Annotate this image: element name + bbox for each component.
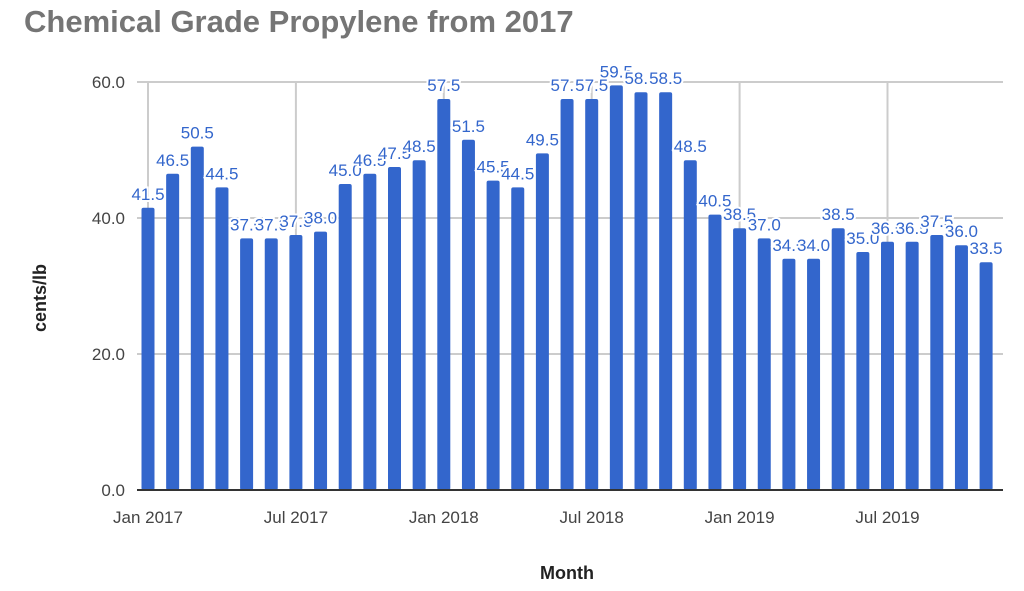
bar: [585, 99, 599, 490]
y-tick-label: 20.0: [92, 345, 125, 364]
x-tick-label: Jan 2018: [409, 508, 479, 527]
data-label: 46.5: [156, 151, 189, 170]
data-label: 36.5: [871, 219, 904, 238]
data-label: 34.0: [797, 236, 830, 255]
bar: [856, 252, 870, 490]
bar: [388, 167, 401, 490]
chart-title: Chemical Grade Propylene from 2017: [24, 4, 574, 39]
bar: [831, 228, 845, 490]
bar: [166, 173, 180, 491]
data-label: 49.5: [526, 130, 559, 149]
data-label: 38.5: [723, 205, 756, 224]
bar: [733, 228, 747, 490]
bar: [683, 160, 697, 490]
data-label: 38.0: [304, 209, 337, 228]
bar: [437, 99, 451, 490]
data-label: 57.5: [551, 76, 584, 95]
bar: [363, 173, 377, 491]
data-label: 38.5: [822, 205, 855, 224]
bar: [338, 184, 352, 490]
bar: [905, 241, 919, 490]
data-label: 44.5: [501, 164, 534, 183]
data-label: 37.5: [279, 212, 312, 231]
bar: [782, 258, 796, 490]
bar: [486, 180, 500, 490]
data-label: 41.5: [131, 185, 164, 204]
y-tick-label: 0.0: [101, 481, 125, 500]
data-label: 35.0: [846, 229, 879, 248]
bar: [240, 238, 254, 490]
bar: [807, 258, 821, 490]
bar: [412, 160, 426, 490]
data-label: 40.5: [698, 192, 731, 211]
bar: [757, 238, 771, 490]
x-tick-label: Jul 2019: [855, 508, 919, 527]
data-label: 44.5: [205, 164, 238, 183]
data-label: 37.0: [255, 215, 288, 234]
data-label: 37.0: [230, 215, 263, 234]
bar: [264, 238, 278, 490]
bar: [511, 187, 525, 490]
bar: [535, 153, 549, 490]
data-label: 57.5: [427, 76, 460, 95]
bar: [954, 245, 968, 490]
data-label: 47.5: [378, 144, 411, 163]
bar: [708, 214, 722, 490]
data-label: 33.5: [970, 239, 1003, 258]
bar: [215, 187, 229, 490]
x-tick-label: Jan 2017: [113, 508, 183, 527]
data-label: 45.5: [477, 158, 510, 177]
y-axis-title: cents/lb: [30, 264, 50, 332]
bar: [190, 146, 204, 490]
data-label: 59.5: [600, 62, 633, 81]
bar: [314, 231, 328, 490]
data-label: 46.5: [353, 151, 386, 170]
data-label: 58.5: [624, 69, 657, 88]
data-label: 51.5: [452, 117, 485, 136]
bar: [979, 262, 993, 490]
x-tick-label: Jan 2019: [705, 508, 775, 527]
bar: [141, 207, 155, 491]
data-label: 36.5: [896, 219, 929, 238]
x-axis-title: Month: [540, 563, 594, 583]
data-label: 37.5: [920, 212, 953, 231]
bar: [609, 85, 623, 491]
y-tick-label: 40.0: [92, 209, 125, 228]
data-label: 57.5: [575, 76, 608, 95]
bar: [289, 235, 303, 490]
x-tick-label: Jul 2017: [264, 508, 328, 527]
data-label: 50.5: [181, 124, 214, 143]
data-label: 37.0: [748, 215, 781, 234]
data-label: 48.5: [674, 137, 707, 156]
data-label: 36.0: [945, 222, 978, 241]
bar: [461, 139, 475, 491]
data-label: 58.5: [649, 69, 682, 88]
bar: [634, 92, 648, 490]
data-label: 34.0: [772, 236, 805, 255]
bar: [659, 92, 673, 490]
bar: [930, 235, 944, 490]
x-tick-label: Jul 2018: [560, 508, 624, 527]
data-label: 48.5: [403, 137, 436, 156]
y-tick-label: 60.0: [92, 73, 125, 92]
bar: [881, 241, 894, 490]
data-label: 45.0: [329, 161, 362, 180]
bar: [560, 99, 574, 490]
